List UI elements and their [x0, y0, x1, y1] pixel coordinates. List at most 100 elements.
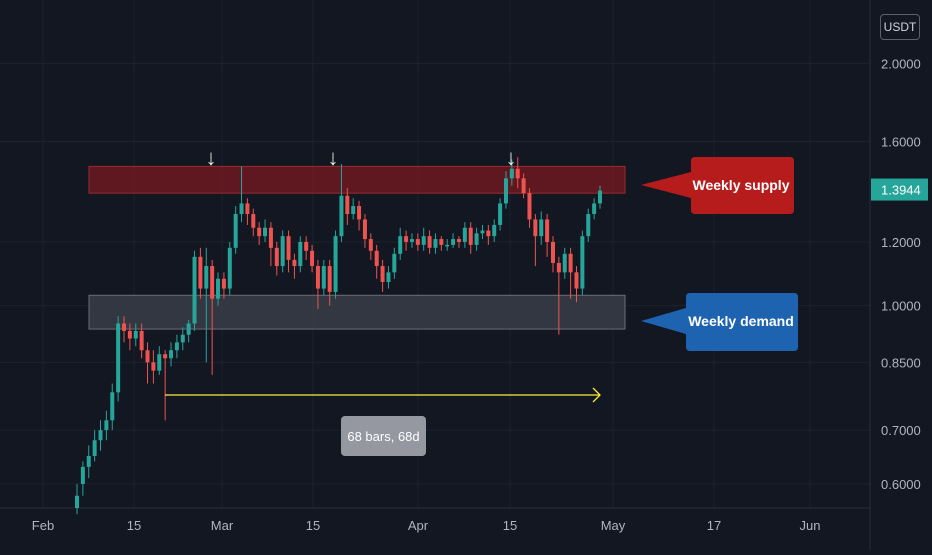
candle-body[interactable] — [75, 495, 79, 508]
candle-body[interactable] — [527, 193, 532, 220]
candle-body[interactable] — [404, 236, 409, 242]
last-price-tag — [871, 178, 928, 201]
candle-body[interactable] — [292, 259, 297, 267]
candle-body[interactable] — [280, 236, 285, 267]
candle-body[interactable] — [263, 227, 268, 237]
candle-body[interactable] — [474, 233, 479, 245]
candle-body[interactable] — [456, 239, 461, 242]
candle-body[interactable] — [368, 239, 373, 251]
candle-body[interactable] — [386, 272, 391, 282]
candle-body[interactable] — [251, 214, 256, 228]
candle-body[interactable] — [351, 206, 356, 215]
candle-body[interactable] — [498, 203, 503, 225]
candle-body[interactable] — [539, 219, 544, 237]
candle-body[interactable] — [468, 227, 473, 245]
supply-zone[interactable] — [88, 165, 626, 194]
currency-badge[interactable]: USDT — [880, 14, 920, 40]
candle-body[interactable] — [580, 236, 585, 289]
candle-body[interactable] — [345, 195, 350, 215]
candle-body[interactable] — [127, 330, 132, 339]
candle-body[interactable] — [315, 266, 320, 289]
candle-body[interactable] — [568, 253, 573, 273]
candle-body[interactable] — [204, 266, 209, 289]
candle-body[interactable] — [110, 392, 115, 421]
candle-body[interactable] — [533, 219, 538, 237]
supply-callout[interactable] — [641, 157, 794, 214]
candle-body[interactable] — [598, 190, 602, 204]
candle-body[interactable] — [210, 266, 215, 299]
candle-body[interactable] — [562, 253, 567, 273]
candle-body[interactable] — [421, 236, 426, 245]
candle-body[interactable] — [556, 262, 561, 273]
candle-body[interactable] — [174, 342, 179, 351]
candle-body[interactable] — [339, 195, 344, 237]
demand-zone[interactable] — [88, 294, 626, 330]
candle-body[interactable] — [586, 214, 591, 237]
candle-body[interactable] — [409, 239, 414, 242]
candle-body[interactable] — [515, 168, 520, 179]
candle-body[interactable] — [357, 206, 362, 220]
candle-body[interactable] — [521, 178, 526, 194]
candle-body[interactable] — [98, 430, 103, 441]
candle-body[interactable] — [163, 354, 168, 359]
candle-body[interactable] — [198, 256, 203, 289]
candle-body[interactable] — [80, 466, 85, 484]
candle-body[interactable] — [545, 219, 550, 242]
candle-body[interactable] — [492, 224, 497, 237]
candle-body[interactable] — [133, 330, 138, 339]
candle-body[interactable] — [268, 227, 273, 248]
candle-body[interactable] — [245, 203, 250, 215]
candle-body[interactable] — [274, 247, 279, 267]
candle-body[interactable] — [380, 266, 385, 282]
candle-body[interactable] — [415, 239, 420, 245]
candle-body[interactable] — [239, 203, 244, 215]
candle-body[interactable] — [327, 266, 332, 292]
candle-body[interactable] — [310, 250, 315, 267]
candle-body[interactable] — [480, 230, 485, 234]
candle-body[interactable] — [427, 236, 432, 248]
candle-body[interactable] — [574, 272, 579, 289]
candle-body[interactable] — [157, 354, 162, 371]
candle-body[interactable] — [362, 219, 367, 240]
candle-body[interactable] — [462, 227, 467, 242]
candle-body[interactable] — [257, 227, 262, 237]
candle-body[interactable] — [92, 440, 97, 456]
candle-body[interactable] — [145, 350, 150, 363]
candle-body[interactable] — [333, 236, 338, 292]
candle-body[interactable] — [451, 239, 456, 245]
candle-body[interactable] — [139, 330, 144, 351]
candle-body[interactable] — [151, 362, 156, 371]
date-tick-label: 15 — [127, 518, 141, 533]
candle-body[interactable] — [186, 323, 191, 335]
candle-body[interactable] — [304, 241, 309, 251]
candle-body[interactable] — [486, 230, 491, 237]
candle-body[interactable] — [86, 455, 91, 467]
candle-body[interactable] — [439, 239, 444, 245]
candle-body[interactable] — [116, 323, 121, 393]
candle-body[interactable] — [392, 253, 397, 273]
candle-body[interactable] — [192, 256, 197, 324]
candle-body[interactable] — [398, 236, 403, 254]
candle-body[interactable] — [216, 278, 221, 299]
candle-body[interactable] — [445, 244, 450, 247]
candle-body[interactable] — [104, 420, 109, 431]
candle-body[interactable] — [503, 178, 508, 204]
candle-body[interactable] — [221, 278, 226, 289]
candle-body[interactable] — [433, 239, 438, 248]
candle-body[interactable] — [169, 350, 174, 359]
candle-body[interactable] — [550, 241, 555, 263]
candle-body[interactable] — [374, 250, 379, 267]
candle-body[interactable] — [122, 323, 127, 331]
supply-callout-label: Weekly supply — [692, 177, 789, 193]
candle-body[interactable] — [592, 203, 597, 215]
candle-body[interactable] — [509, 168, 514, 179]
candle-body[interactable] — [321, 266, 326, 289]
candle-body[interactable] — [180, 334, 185, 343]
candle-body[interactable] — [286, 236, 291, 260]
candle-body[interactable] — [233, 214, 238, 248]
candle-body[interactable] — [298, 241, 303, 267]
demand-callout[interactable] — [641, 293, 798, 351]
candle-body[interactable] — [227, 247, 232, 289]
